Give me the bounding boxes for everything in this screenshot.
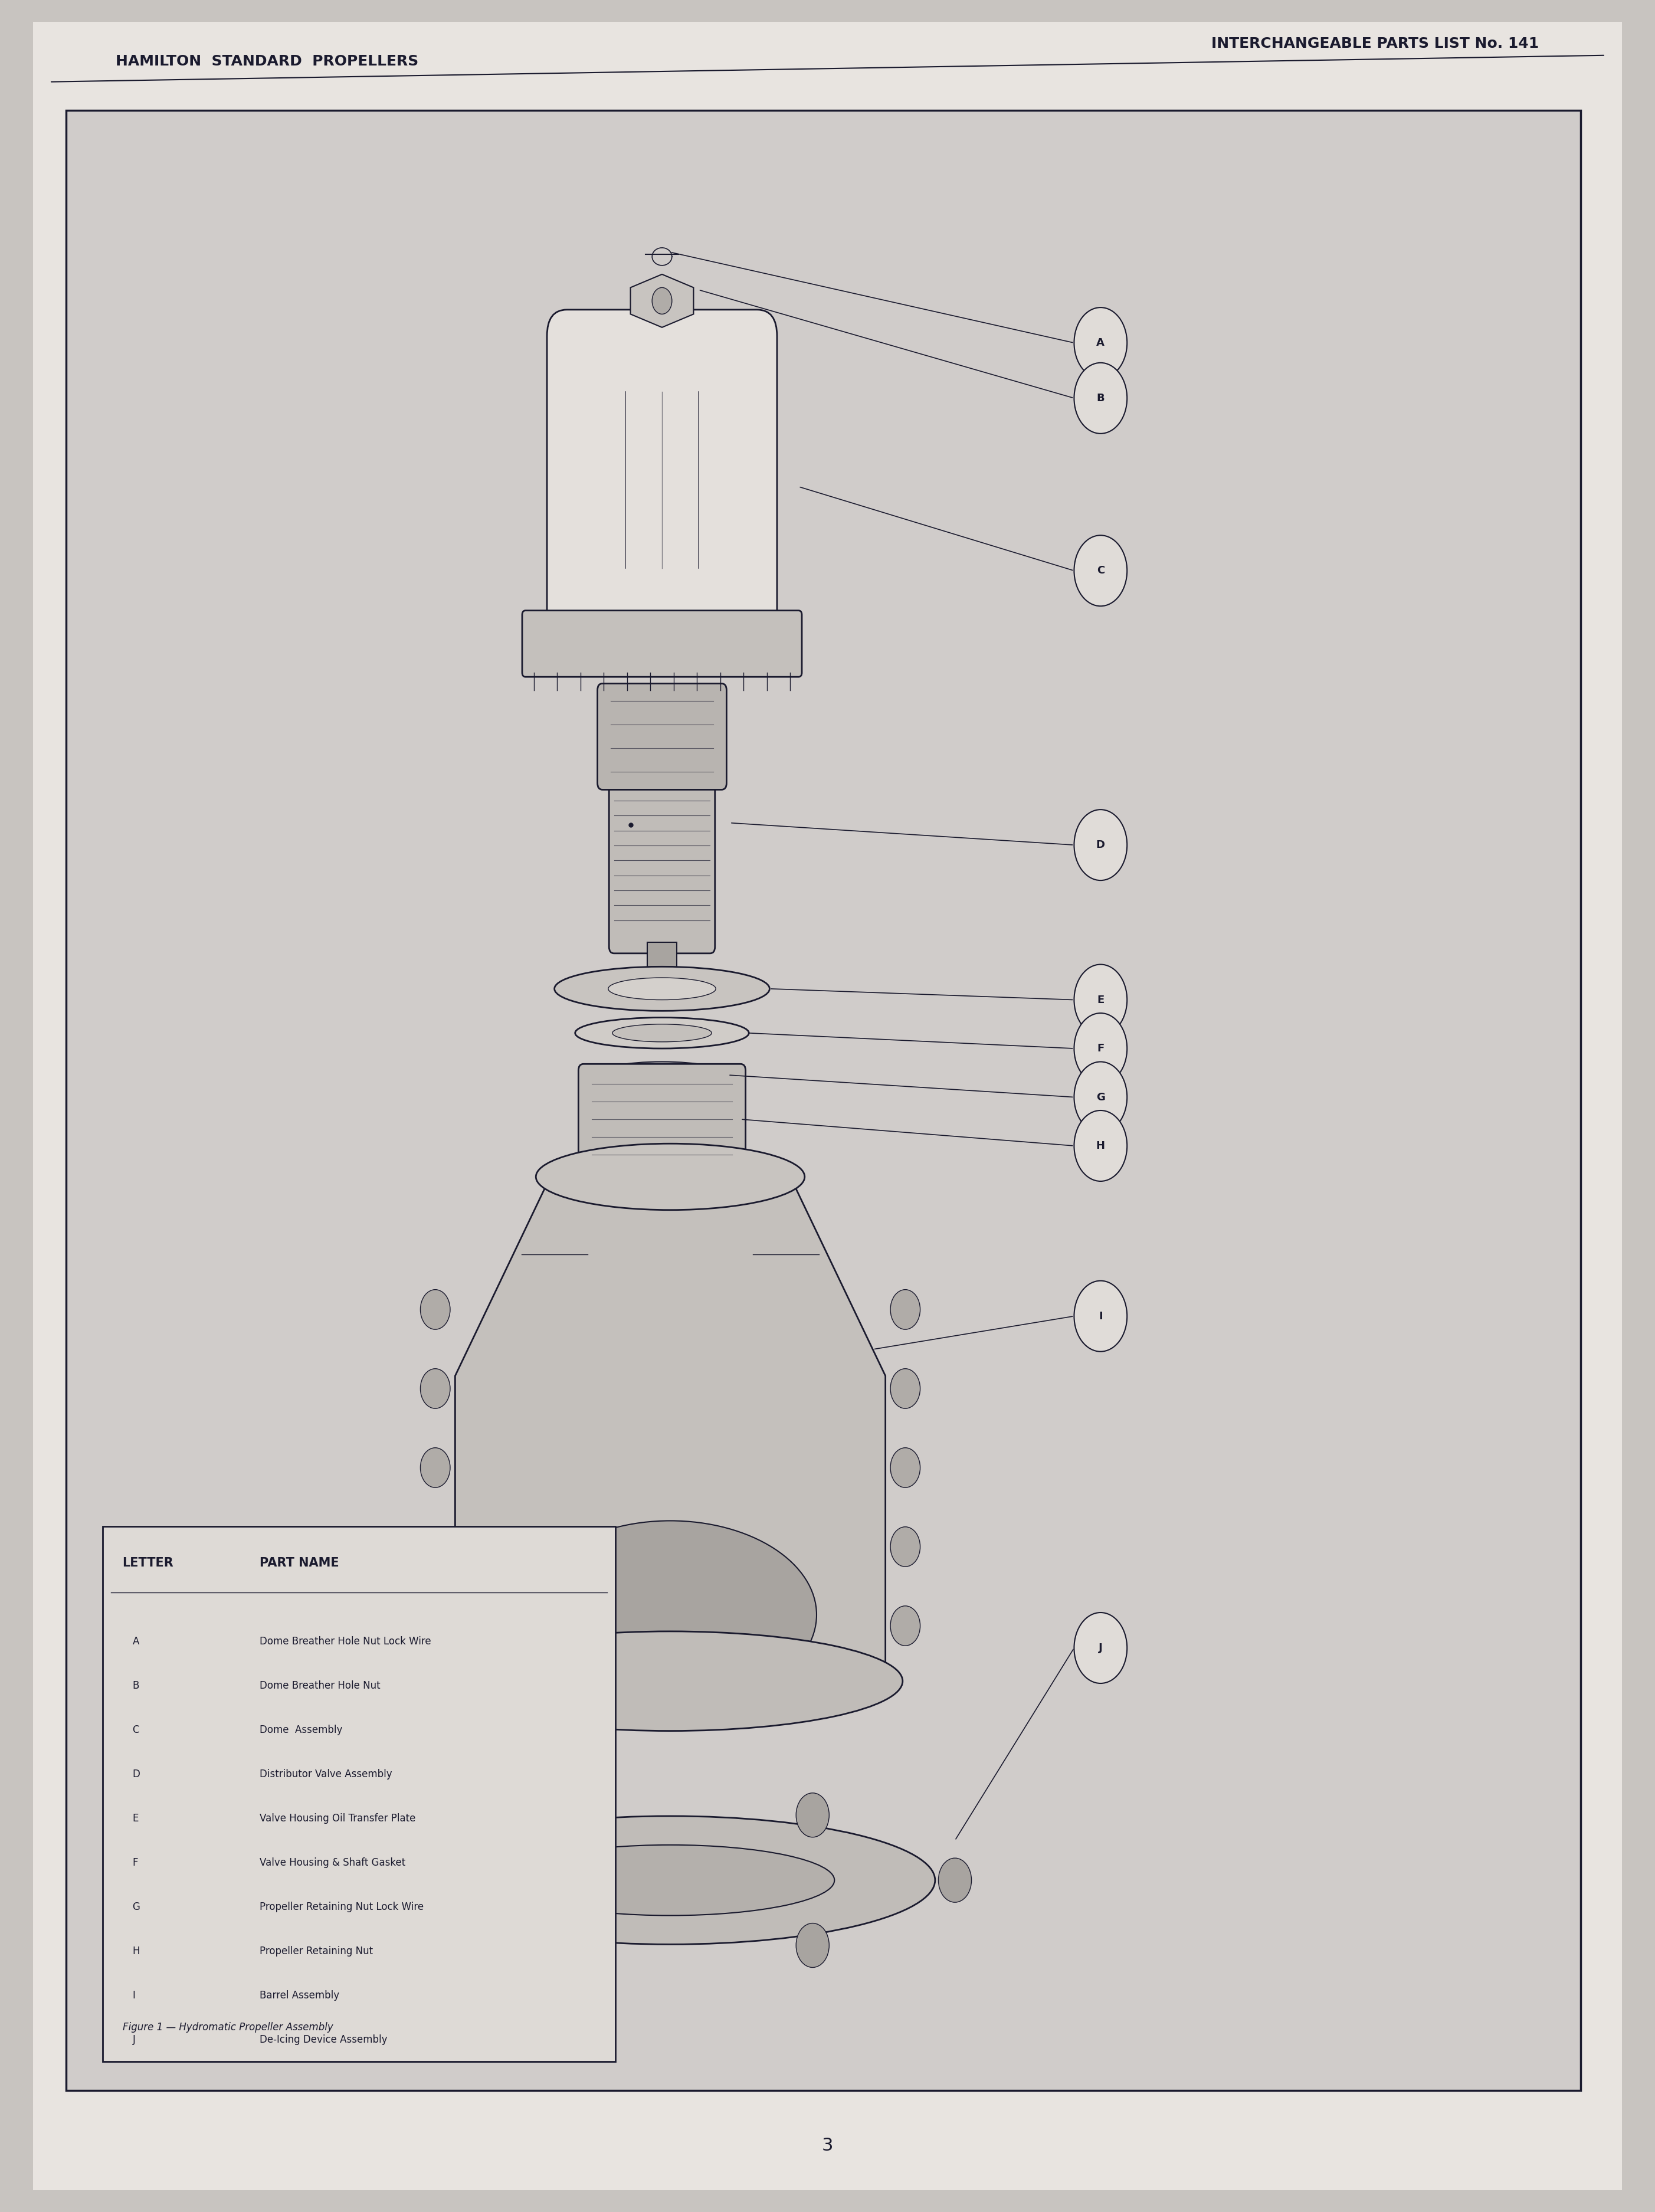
FancyBboxPatch shape: [579, 1064, 746, 1175]
Bar: [654, 686, 670, 690]
Text: D: D: [1096, 841, 1106, 849]
Circle shape: [1074, 307, 1127, 378]
Text: G: G: [132, 1902, 141, 1911]
Circle shape: [796, 1922, 829, 1966]
Ellipse shape: [554, 967, 770, 1011]
Polygon shape: [455, 1177, 885, 1670]
Text: I: I: [132, 1991, 136, 2000]
Circle shape: [1074, 1062, 1127, 1133]
Text: Dome Breather Hole Nut Lock Wire: Dome Breather Hole Nut Lock Wire: [260, 1637, 432, 1646]
Text: Barrel Assembly: Barrel Assembly: [260, 1991, 339, 2000]
Circle shape: [1074, 1281, 1127, 1352]
Circle shape: [1074, 535, 1127, 606]
Text: J: J: [1099, 1644, 1102, 1652]
Text: HAMILTON  STANDARD  PROPELLERS: HAMILTON STANDARD PROPELLERS: [116, 55, 419, 69]
FancyBboxPatch shape: [597, 684, 727, 790]
Text: Distributor Valve Assembly: Distributor Valve Assembly: [260, 1770, 392, 1778]
Text: Dome  Assembly: Dome Assembly: [260, 1725, 343, 1734]
Ellipse shape: [612, 1024, 712, 1042]
Ellipse shape: [536, 1144, 804, 1210]
Text: F: F: [132, 1858, 137, 1867]
Text: Valve Housing Oil Transfer Plate: Valve Housing Oil Transfer Plate: [260, 1814, 415, 1823]
Text: Valve Housing & Shaft Gasket: Valve Housing & Shaft Gasket: [260, 1858, 405, 1867]
Text: B: B: [132, 1681, 139, 1690]
Text: C: C: [132, 1725, 139, 1734]
Text: LETTER: LETTER: [122, 1557, 174, 1568]
Text: D: D: [132, 1770, 141, 1778]
Circle shape: [938, 1858, 971, 1902]
Circle shape: [1074, 1013, 1127, 1084]
Circle shape: [511, 1794, 544, 1838]
Text: Figure 1 — Hydromatic Propeller Assembly: Figure 1 — Hydromatic Propeller Assembly: [122, 2022, 333, 2033]
Circle shape: [369, 1858, 402, 1902]
Circle shape: [420, 1290, 450, 1329]
Ellipse shape: [525, 1522, 816, 1708]
Ellipse shape: [506, 1845, 834, 1916]
Polygon shape: [631, 274, 693, 327]
FancyBboxPatch shape: [103, 1526, 616, 2062]
Text: J: J: [132, 2035, 136, 2044]
Text: A: A: [1097, 338, 1104, 347]
Text: H: H: [132, 1947, 139, 1955]
Text: De-Icing Device Assembly: De-Icing Device Assembly: [260, 2035, 387, 2044]
Text: E: E: [132, 1814, 139, 1823]
FancyBboxPatch shape: [546, 310, 778, 650]
Circle shape: [1074, 1110, 1127, 1181]
Text: Propeller Retaining Nut: Propeller Retaining Nut: [260, 1947, 372, 1955]
Bar: [66, 111, 1581, 2090]
Circle shape: [420, 1526, 450, 1566]
Circle shape: [511, 1922, 544, 1966]
Circle shape: [420, 1449, 450, 1486]
Circle shape: [420, 1369, 450, 1409]
Ellipse shape: [439, 1632, 902, 1730]
Text: Dome Breather Hole Nut: Dome Breather Hole Nut: [260, 1681, 381, 1690]
Circle shape: [890, 1369, 920, 1409]
Text: Propeller Retaining Nut Lock Wire: Propeller Retaining Nut Lock Wire: [260, 1902, 424, 1911]
Text: B: B: [1097, 394, 1104, 403]
Text: INTERCHANGEABLE PARTS LIST No. 141: INTERCHANGEABLE PARTS LIST No. 141: [1211, 38, 1539, 51]
Text: F: F: [1097, 1044, 1104, 1053]
Circle shape: [652, 288, 672, 314]
Circle shape: [890, 1449, 920, 1486]
Text: G: G: [1096, 1093, 1106, 1102]
Circle shape: [1074, 964, 1127, 1035]
Ellipse shape: [576, 1018, 748, 1048]
Circle shape: [890, 1290, 920, 1329]
Circle shape: [420, 1606, 450, 1646]
Circle shape: [1074, 810, 1127, 880]
Text: E: E: [1097, 995, 1104, 1004]
Text: I: I: [1099, 1312, 1102, 1321]
Circle shape: [890, 1606, 920, 1646]
Circle shape: [1074, 363, 1127, 434]
Circle shape: [1074, 1613, 1127, 1683]
Ellipse shape: [405, 1816, 935, 1944]
Text: A: A: [132, 1637, 139, 1646]
FancyBboxPatch shape: [609, 776, 715, 953]
FancyBboxPatch shape: [326, 1812, 399, 1949]
Bar: [647, 942, 677, 973]
Circle shape: [796, 1794, 829, 1838]
Text: H: H: [1096, 1141, 1106, 1150]
Text: PART NAME: PART NAME: [260, 1557, 339, 1568]
FancyBboxPatch shape: [523, 611, 801, 677]
Text: 3: 3: [823, 2137, 832, 2154]
Text: C: C: [1097, 566, 1104, 575]
Circle shape: [890, 1526, 920, 1566]
Ellipse shape: [609, 978, 715, 1000]
